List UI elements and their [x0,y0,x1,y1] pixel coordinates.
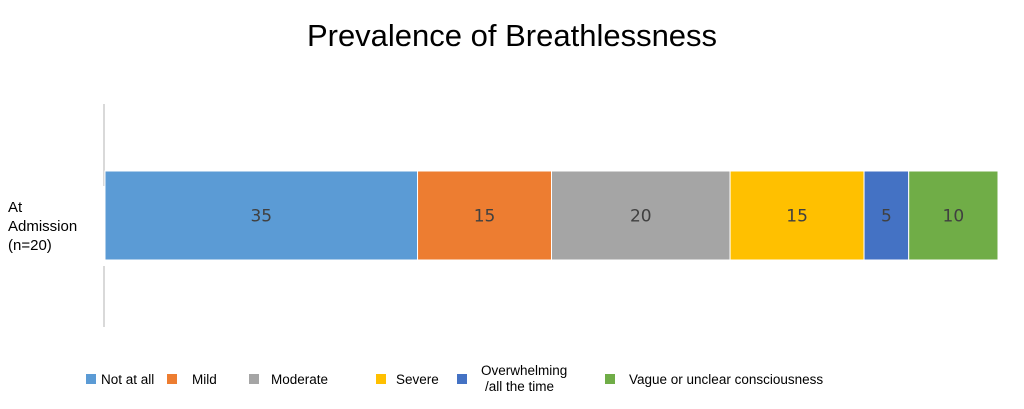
legend-label-4: Overwhelming/all the time [481,363,567,395]
bar-segment-3 [729,170,865,261]
category-label-line: (n=20) [8,237,52,254]
data-label-0: 35 [250,207,272,227]
legend-label-line: /all the time [485,379,555,394]
legend-label-3: Severe [396,372,439,387]
data-label-3: 15 [786,207,808,227]
legend-label-1: Mild [192,372,217,387]
data-label-1: 15 [474,207,496,227]
data-label-5: 10 [943,207,965,227]
bar-segment-2 [551,170,731,261]
legend-swatch-5 [605,374,615,384]
category-label-line: At [8,199,23,216]
category-label-line: Admission [8,218,78,235]
legend-swatch-2 [249,374,259,384]
bar-segment-1 [417,170,552,261]
category-label-at-admission: At Admission (n=20) [8,198,103,255]
legend-label-line: Overwhelming [481,363,568,378]
legend-swatch-3 [376,374,386,384]
data-label-4: 5 [881,207,892,227]
chart-title: Prevalence of Breathlessness [306,18,718,53]
bar-segment-4 [863,170,910,261]
legend-swatch-4 [457,374,467,384]
legend-label-2: Moderate [271,372,329,387]
legend-swatch-0 [86,374,96,384]
data-label-2: 20 [630,207,652,227]
legend-swatch-1 [167,374,177,384]
legend-label-0: Not at all [101,372,155,387]
bar-segment-5 [908,170,999,261]
legend-label-5: Vague or unclear consciousness [629,372,824,387]
bar-segment-0 [104,170,419,261]
